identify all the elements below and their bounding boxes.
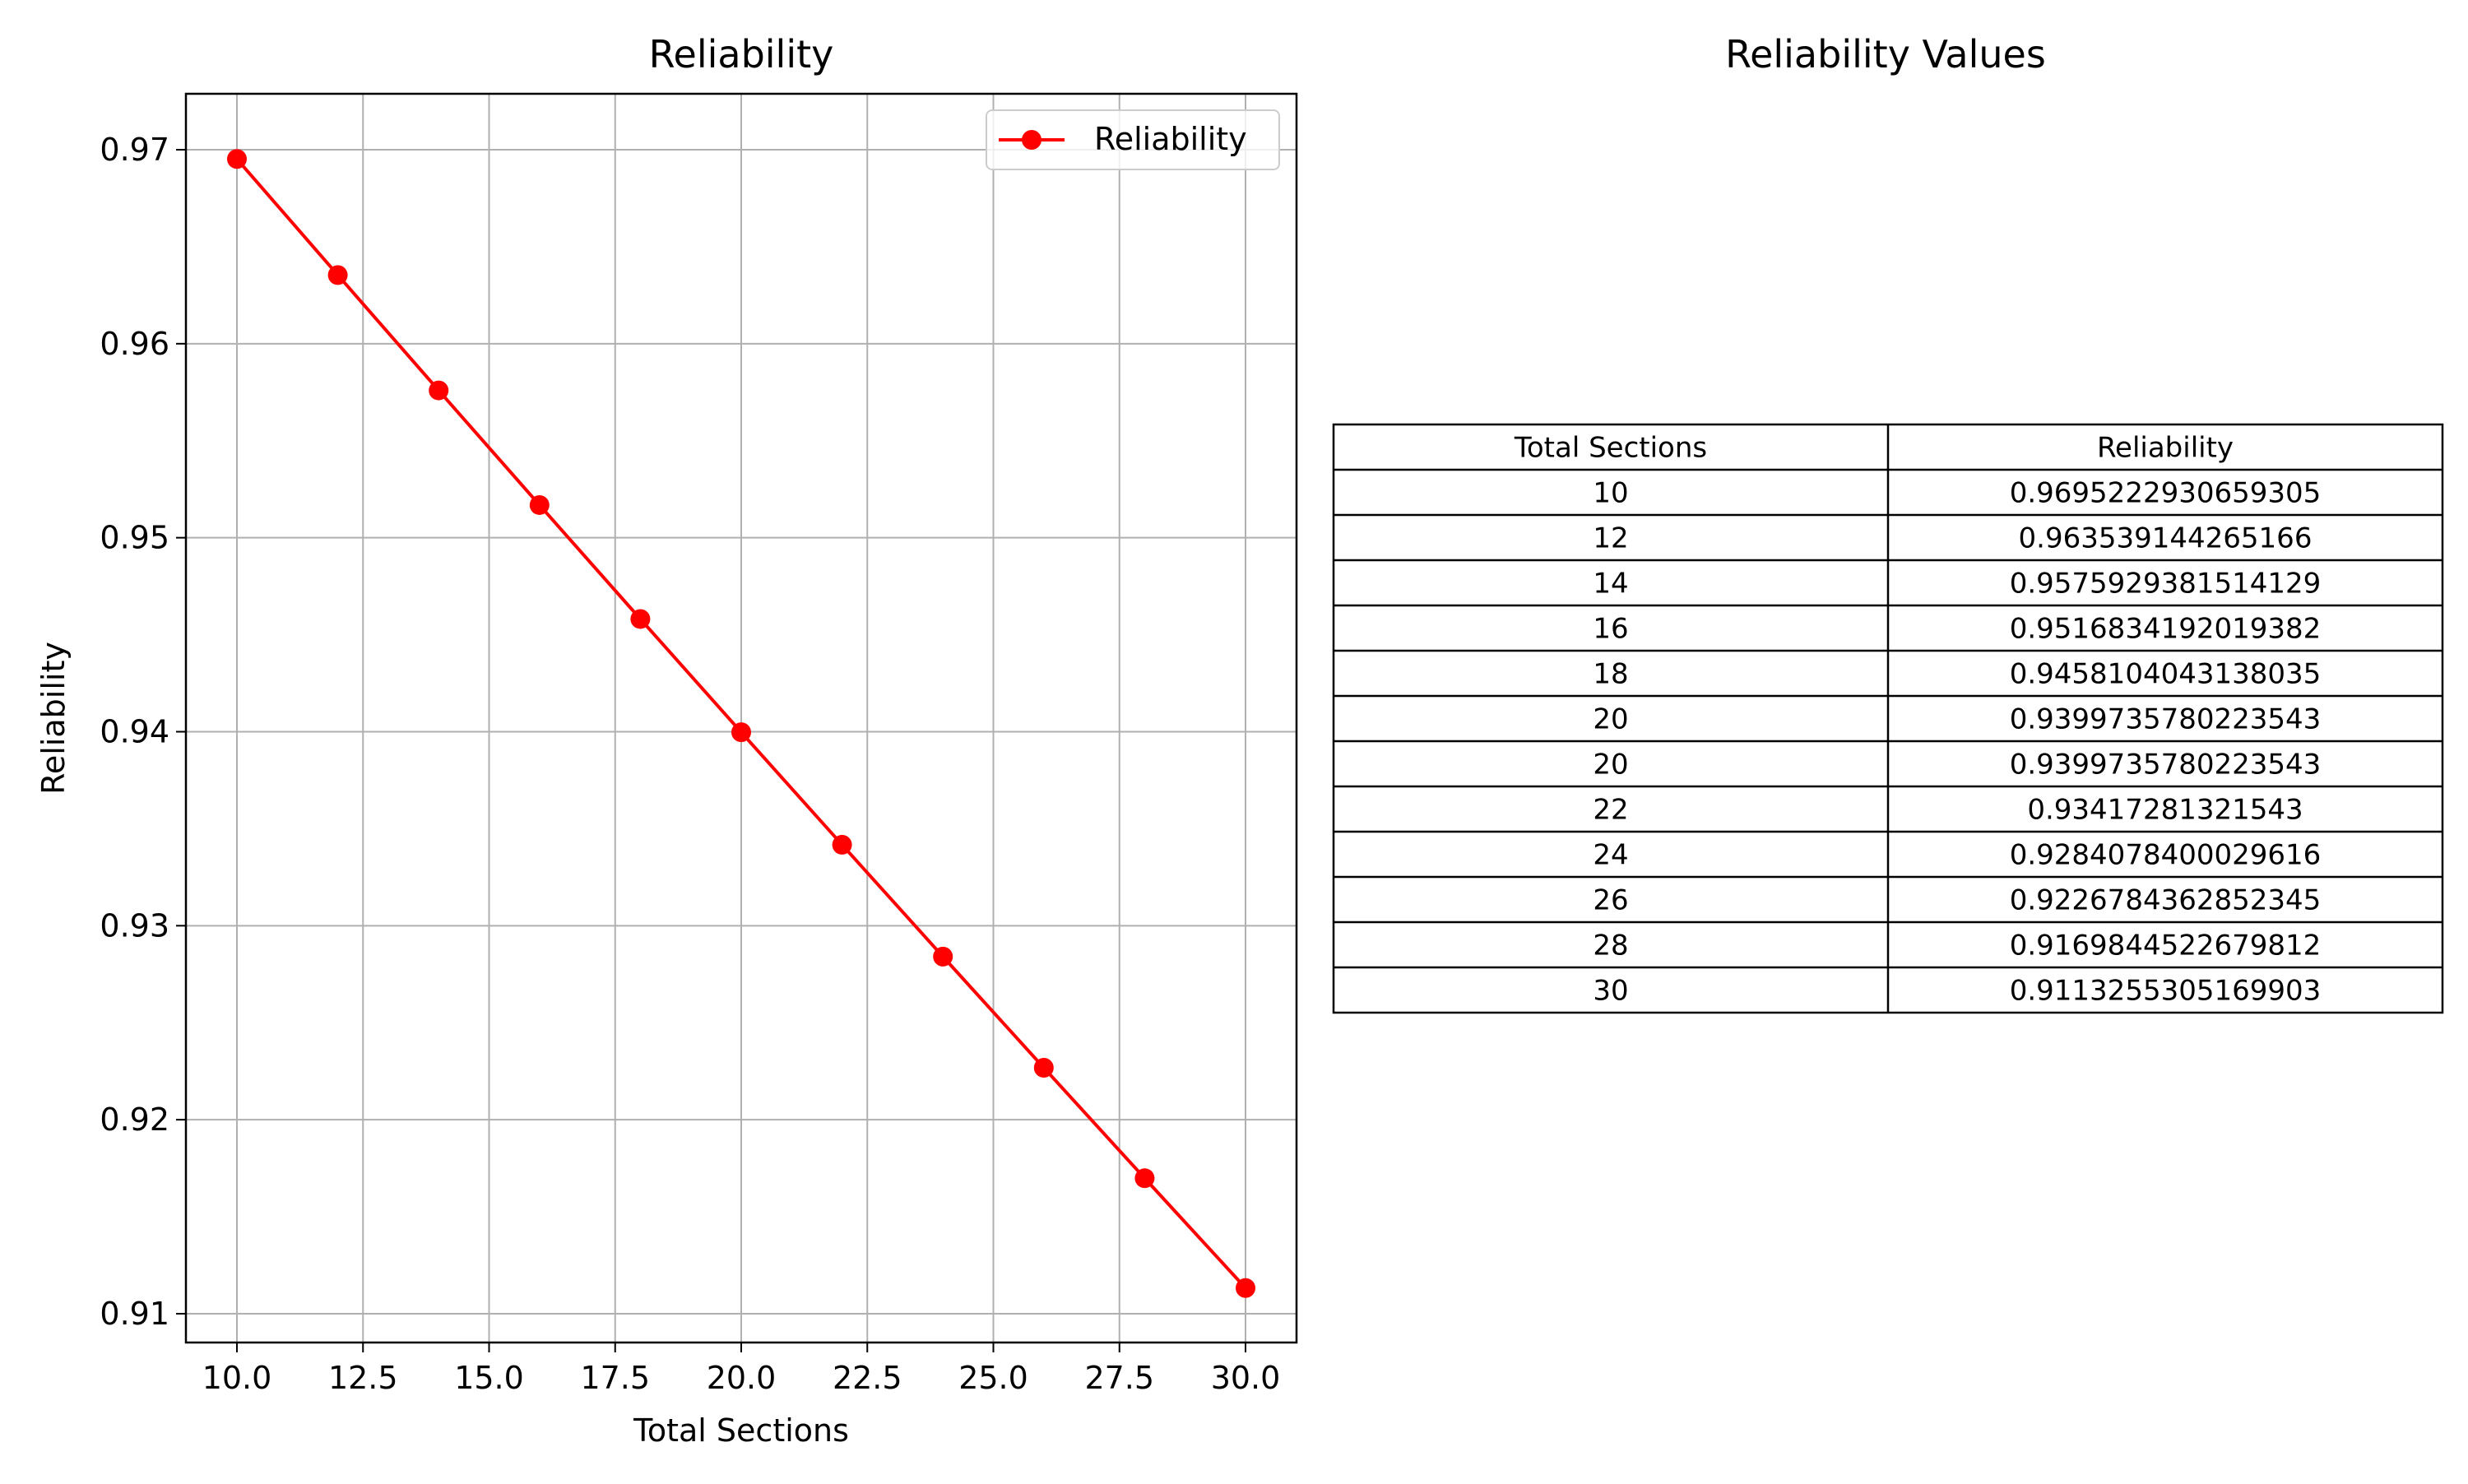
table-cell: 18 xyxy=(1593,658,1628,691)
table-cell: 10 xyxy=(1593,477,1628,510)
table-cell: 0.9516834192019382 xyxy=(2010,613,2322,646)
data-point xyxy=(429,380,449,401)
x-tick-label: 22.5 xyxy=(833,1360,902,1396)
table-cell: 0.9113255305169903 xyxy=(2010,975,2322,1008)
table-header-cell: Reliability xyxy=(2097,432,2234,465)
reliability-values-table: Reliability Values Total Sections Reliabi… xyxy=(1332,32,2444,1014)
table-cell: 0.9399735780223543 xyxy=(2010,749,2322,781)
x-tick-label: 27.5 xyxy=(1084,1360,1154,1396)
x-tick-label: 17.5 xyxy=(580,1360,650,1396)
x-tick-label: 20.0 xyxy=(707,1360,777,1396)
table-cell: 12 xyxy=(1593,522,1628,555)
y-tick-label: 0.97 xyxy=(100,132,169,168)
table-cell: 0.9575929381514129 xyxy=(2010,568,2322,601)
data-point xyxy=(1236,1278,1255,1298)
y-tick-label: 0.93 xyxy=(100,907,169,944)
table-title: Reliability Values xyxy=(1725,32,2046,77)
data-point xyxy=(1033,1058,1054,1078)
data-point xyxy=(227,149,247,169)
table-cell: 0.9226784362852345 xyxy=(2010,884,2322,917)
data-point xyxy=(933,946,953,967)
table-cell: 24 xyxy=(1593,839,1628,872)
y-axis-ticks: 0.91 0.92 0.93 0.94 0.95 0.96 0.97 xyxy=(100,132,186,1332)
x-tick-label: 10.0 xyxy=(202,1360,272,1396)
table-cell: 28 xyxy=(1593,930,1628,962)
table-cell: 0.9458104043138035 xyxy=(2010,658,2322,691)
table-cell: 0.9695222930659305 xyxy=(2010,477,2322,510)
table-cell: 16 xyxy=(1593,613,1628,646)
data-point xyxy=(832,834,852,855)
y-tick-label: 0.91 xyxy=(100,1296,169,1332)
table-cell: 20 xyxy=(1593,703,1628,736)
legend: Reliability xyxy=(986,109,1280,170)
y-tick-label: 0.96 xyxy=(100,326,169,362)
y-tick-label: 0.95 xyxy=(100,520,169,556)
data-point xyxy=(327,265,348,285)
table-grid: Total Sections Reliability 10 0.96952229306… xyxy=(1332,423,2444,1014)
legend-marker-swatch xyxy=(1022,130,1041,150)
chart-title: Reliability xyxy=(649,32,834,77)
data-point xyxy=(1134,1168,1155,1189)
x-axis-label: Total Sections xyxy=(633,1412,849,1449)
legend-box xyxy=(986,109,1280,170)
x-tick-label: 25.0 xyxy=(958,1360,1028,1396)
table-cell: 20 xyxy=(1593,749,1628,781)
table-cell: 26 xyxy=(1593,884,1628,917)
series-layer xyxy=(227,149,1255,1298)
table-cell: 22 xyxy=(1593,794,1628,827)
table-cell: 0.9169844522679812 xyxy=(2010,930,2322,962)
table-cell: 14 xyxy=(1593,568,1628,601)
table-cell: 0.963539144265166 xyxy=(2019,522,2313,555)
table-cell: 30 xyxy=(1593,975,1628,1008)
x-tick-label: 15.0 xyxy=(454,1360,524,1396)
x-axis-ticks: 10.0 12.5 15.0 17.5 20.0 22.5 25.0 27.5 30.0 xyxy=(202,1343,1281,1396)
table-cell: 0.9284078400029616 xyxy=(2010,839,2322,872)
table-header-cell: Total Sections xyxy=(1514,432,1707,465)
y-axis-label: Reliability xyxy=(35,642,72,795)
y-tick-label: 0.92 xyxy=(100,1101,169,1138)
data-point xyxy=(630,609,651,629)
legend-label: Reliability xyxy=(1094,121,1247,157)
table-cell: 0.9399735780223543 xyxy=(2010,703,2322,736)
y-tick-label: 0.94 xyxy=(100,714,169,750)
x-tick-label: 30.0 xyxy=(1211,1360,1281,1396)
data-point xyxy=(529,494,550,515)
x-tick-label: 12.5 xyxy=(328,1360,398,1396)
data-point xyxy=(731,722,751,743)
reliability-line-chart: Reliability 10.0 12.5 15.0 17.5 20.0 22.5 25.0… xyxy=(35,32,1298,1449)
table-cell: 0.93417281321543 xyxy=(2027,794,2303,827)
